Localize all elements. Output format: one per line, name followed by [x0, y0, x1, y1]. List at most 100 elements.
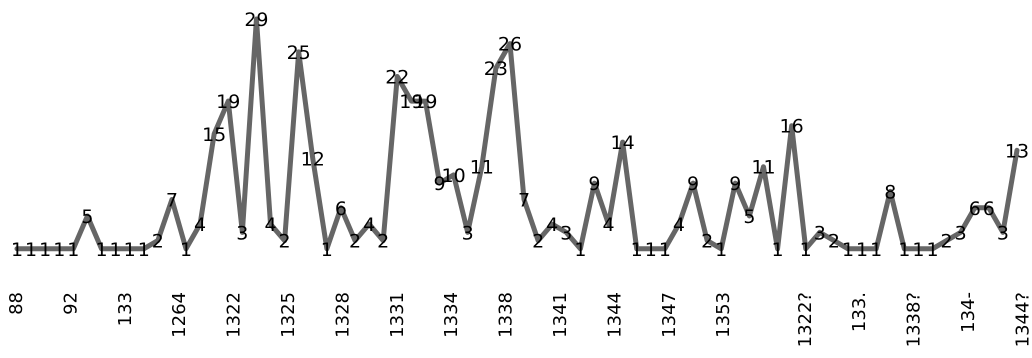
- data-points: [15, 17, 1019, 251]
- data-point: [621, 140, 625, 144]
- data-label: 9: [433, 173, 445, 195]
- data-point: [240, 230, 244, 234]
- data-label: 1: [11, 239, 23, 261]
- data-label: 9: [687, 173, 699, 195]
- data-label: 12: [301, 149, 325, 171]
- data-point: [283, 239, 287, 243]
- data-point: [212, 132, 216, 136]
- data-point: [874, 247, 878, 251]
- data-point: [15, 247, 19, 251]
- data-point: [438, 181, 442, 185]
- data-label: 19: [413, 91, 437, 113]
- x-tick-label: 88: [6, 292, 27, 315]
- data-labels: 1 1 1 1 151 1 1 1 271415193294225121624222191991…: [11, 9, 1029, 261]
- data-point: [325, 247, 329, 251]
- data-point: [226, 99, 230, 103]
- data-label: 1: [321, 239, 333, 261]
- x-tick-label: 1322?: [795, 292, 816, 347]
- data-label: 1: [574, 239, 586, 261]
- data-label: 8: [884, 181, 896, 203]
- data-label: 1: [25, 239, 37, 261]
- data-point: [43, 247, 47, 251]
- data-point: [860, 247, 864, 251]
- data-label: 11: [751, 157, 775, 179]
- data-point: [311, 157, 315, 161]
- data-point: [705, 239, 709, 243]
- data-point: [198, 222, 202, 226]
- data-point: [818, 230, 822, 234]
- data-label: 19: [216, 91, 240, 113]
- data-label: 25: [287, 42, 311, 64]
- data-point: [747, 214, 751, 218]
- data-label: 2: [828, 231, 840, 253]
- data-label: 11: [470, 157, 494, 179]
- data-point: [184, 247, 188, 251]
- data-point: [452, 173, 456, 177]
- data-point: [508, 42, 512, 46]
- data-point: [480, 165, 484, 169]
- data-label: 1: [110, 239, 122, 261]
- data-point: [776, 247, 780, 251]
- data-point: [973, 206, 977, 210]
- data-point: [128, 247, 132, 251]
- data-point: [1001, 230, 1005, 234]
- data-point: [804, 247, 808, 251]
- data-point: [466, 230, 470, 234]
- data-point: [761, 165, 765, 169]
- x-tick-label: 1347: [659, 292, 680, 338]
- data-label: 3: [997, 222, 1009, 244]
- data-point: [987, 206, 991, 210]
- data-point: [29, 247, 33, 251]
- data-point: [846, 247, 850, 251]
- data-point: [663, 247, 667, 251]
- data-label: 5: [81, 206, 93, 228]
- x-tick-label: 92: [60, 292, 81, 315]
- data-label: 2: [279, 231, 291, 253]
- x-tick-label: 1344?: [1012, 292, 1032, 347]
- data-label: 7: [166, 190, 178, 212]
- data-point: [522, 198, 526, 202]
- x-tick-label: 134-: [958, 292, 979, 333]
- x-tick-label: 133.: [849, 292, 870, 332]
- data-label: 3: [814, 222, 826, 244]
- x-axis-tick-labels: 88 92 133 1264 1322 1325 1328 1331 1334 1338 1341 1…: [6, 292, 1032, 347]
- data-point: [790, 124, 794, 128]
- data-label: 15: [202, 124, 226, 146]
- data-point: [395, 74, 399, 78]
- data-label: 23: [484, 58, 508, 80]
- data-label: 3: [236, 222, 248, 244]
- data-label: 19: [399, 91, 423, 113]
- data-label: 1: [898, 239, 910, 261]
- data-label: 13: [1005, 140, 1029, 162]
- x-tick-label: 1331: [387, 292, 408, 338]
- data-point: [71, 247, 75, 251]
- data-label: 3: [955, 222, 967, 244]
- x-tick-label: 1338?: [904, 292, 925, 347]
- data-label: 6: [983, 198, 995, 220]
- data-label: 1: [926, 239, 938, 261]
- data-label: 2: [532, 231, 544, 253]
- data-point: [57, 247, 61, 251]
- data-label: 4: [673, 214, 685, 236]
- data-label: 9: [588, 173, 600, 195]
- x-tick-label: 1334: [441, 292, 462, 338]
- data-label: 14: [611, 132, 635, 154]
- data-label: 6: [335, 198, 347, 220]
- data-point: [1015, 148, 1019, 152]
- data-point: [85, 214, 89, 218]
- data-point: [930, 247, 934, 251]
- data-point: [578, 247, 582, 251]
- data-point: [959, 230, 963, 234]
- data-point: [592, 181, 596, 185]
- data-point: [607, 222, 611, 226]
- x-tick-label: 1353: [713, 292, 734, 338]
- data-label: 4: [194, 214, 206, 236]
- data-label: 1: [800, 239, 812, 261]
- data-point: [564, 230, 568, 234]
- data-label: 16: [780, 116, 804, 138]
- data-point: [339, 206, 343, 210]
- data-label: 9: [729, 173, 741, 195]
- data-label: 1: [180, 239, 192, 261]
- data-point: [297, 50, 301, 54]
